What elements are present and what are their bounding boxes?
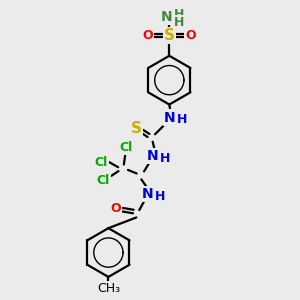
Text: S: S [164,28,175,43]
Text: H: H [174,8,184,21]
Text: O: O [142,29,153,42]
Text: N: N [161,10,173,24]
Text: N: N [142,187,154,201]
Text: CH₃: CH₃ [97,282,120,295]
Text: Cl: Cl [94,156,108,169]
Text: O: O [185,29,196,42]
Text: H: H [160,152,170,164]
Text: H: H [174,16,184,29]
Text: O: O [111,202,122,215]
Text: Cl: Cl [120,141,133,154]
Text: S: S [130,121,142,136]
Text: Cl: Cl [96,174,110,187]
Text: H: H [177,113,187,126]
Text: H: H [155,190,165,202]
Text: N: N [164,111,176,124]
Text: N: N [147,149,159,163]
